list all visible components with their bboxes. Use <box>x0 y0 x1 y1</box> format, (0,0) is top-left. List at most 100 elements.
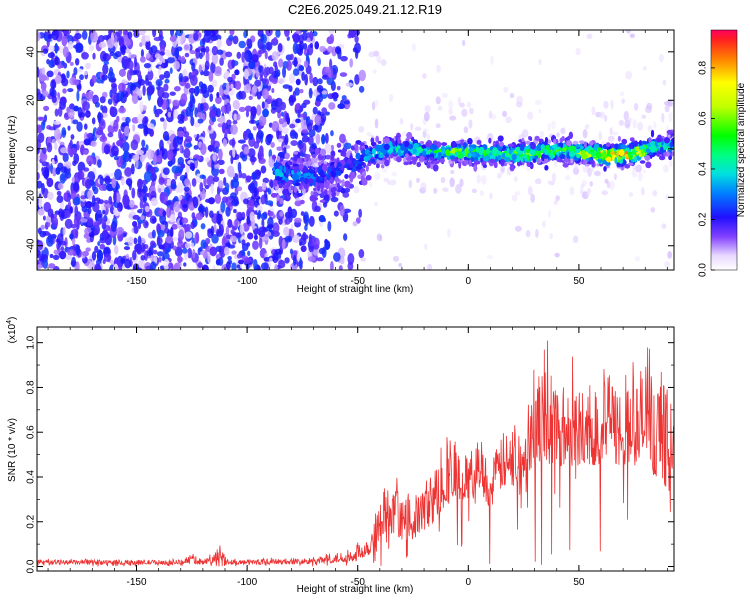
spectrogram-cell <box>258 230 266 237</box>
spectrogram-cell <box>253 258 258 270</box>
spectrogram-cell <box>209 109 217 119</box>
spectrogram-cell <box>163 70 171 79</box>
spectrogram-cell <box>200 239 207 249</box>
spectrogram-cell <box>440 176 446 184</box>
spectrogram-cell <box>300 245 307 252</box>
spectrogram-cell <box>664 104 670 113</box>
spectrogram-cell <box>637 172 643 182</box>
spectrogram-cell <box>38 240 44 251</box>
spectrogram-cell <box>191 62 196 72</box>
spectrogram-cell <box>136 69 142 78</box>
spectrogram-cell <box>211 116 217 123</box>
spectrogram-cell <box>261 101 265 109</box>
spectrogram-cell <box>256 170 262 177</box>
spectrogram-cell <box>292 254 297 266</box>
spectrogram-cell <box>572 235 579 244</box>
spectrogram-cell <box>372 69 377 74</box>
spectrogram-cell <box>310 156 318 165</box>
spectrogram-cell <box>177 114 185 121</box>
spectrogram-cell <box>38 116 46 121</box>
spectrogram-cell <box>303 60 309 68</box>
spectrogram-cell <box>201 63 206 71</box>
spectrogram-cell <box>169 30 175 37</box>
spectrogram-cell <box>541 220 547 228</box>
spectrogram-cell <box>207 251 211 264</box>
spectrogram-cell <box>198 203 204 216</box>
spectrogram-cell <box>97 35 105 43</box>
spectrogram-cell <box>110 220 117 233</box>
spectrogram-cell <box>85 91 94 100</box>
spectrogram-cell <box>184 231 193 239</box>
spectrogram-cell <box>39 230 47 238</box>
spectrogram-cell <box>500 165 506 173</box>
spectrogram-cell <box>60 147 68 154</box>
spectrogram-cell <box>199 103 204 111</box>
spectrogram-cell <box>527 111 534 120</box>
spectrogram-cell <box>448 99 454 110</box>
spectrogram-cell <box>215 96 222 105</box>
spectrogram-cell <box>232 99 240 110</box>
spectrogram-cell <box>46 214 52 225</box>
spectrogram-cell <box>225 182 230 193</box>
spectrogram-cell <box>46 37 50 48</box>
spectrogram-cell <box>490 55 494 65</box>
spectrogram-cell <box>42 259 49 269</box>
spectrogram-cell <box>618 119 625 127</box>
spectrogram-cell <box>262 88 269 100</box>
spectrogram-cell <box>623 110 629 121</box>
spectrogram-cell <box>435 96 441 105</box>
spectrogram-cell <box>433 187 438 194</box>
spectrogram-cell <box>60 166 68 174</box>
spectrogram-cell <box>308 215 315 227</box>
spectrogram-cell <box>598 130 602 141</box>
spectrogram-cell <box>238 40 246 49</box>
spectrogram-cell <box>124 167 132 177</box>
spectrogram-cell <box>556 132 560 138</box>
spectrogram-cell <box>37 88 41 96</box>
spectrogram-cell <box>167 111 172 118</box>
spectrogram-cell <box>225 242 231 247</box>
spectrogram-cell <box>63 30 69 35</box>
spectrogram-cell <box>217 148 223 161</box>
spectrogram-cell <box>216 108 221 118</box>
spectrogram-cell <box>560 127 566 135</box>
spectrogram-cell <box>324 143 332 154</box>
spectrogram-cell <box>98 41 107 48</box>
spectrogram-cell <box>155 79 163 87</box>
spectrogram-cell <box>387 180 391 185</box>
spectrogram-cell <box>620 91 625 97</box>
spectrogram-cell <box>360 257 367 262</box>
spectrogram-cell <box>586 33 593 40</box>
spectrogram-cell <box>107 71 115 81</box>
spectrogram-cell <box>116 92 124 102</box>
spectrogram-cell <box>535 228 539 239</box>
spectrogram-cell <box>612 131 619 136</box>
spectrogram-cell <box>116 226 124 235</box>
spectrogram-cell <box>77 68 83 73</box>
spectrogram-cell <box>173 60 180 70</box>
spectrogram-cell <box>609 127 613 135</box>
spectrogram-cell <box>243 84 251 94</box>
spectrogram-cell <box>301 135 310 143</box>
spectrogram-cell <box>64 209 72 219</box>
spectrogram-cell <box>53 249 59 255</box>
spectrogram-cell <box>190 116 195 127</box>
spectrogram-cell <box>287 206 293 216</box>
spectrogram-cell <box>424 243 428 250</box>
spectrogram-cell <box>144 205 150 213</box>
spectrogram-cell <box>83 167 90 172</box>
spectrogram-cell <box>292 234 301 243</box>
spectrogram-cell <box>226 83 230 91</box>
spectrogram-cell <box>51 138 56 144</box>
spectrogram-cell <box>243 198 249 205</box>
spectrogram-cell <box>601 190 608 196</box>
spectrogram-cell <box>61 127 67 138</box>
spectrogram-cell <box>410 123 414 131</box>
spectrogram-cell <box>97 111 102 124</box>
spectrogram-cell <box>197 118 204 124</box>
spectrogram-cell <box>128 213 133 219</box>
spectrogram-cell <box>173 109 179 119</box>
spectrogram-cell <box>182 76 189 83</box>
spectrogram-cell <box>220 105 227 114</box>
spectrogram-cell <box>337 103 346 110</box>
